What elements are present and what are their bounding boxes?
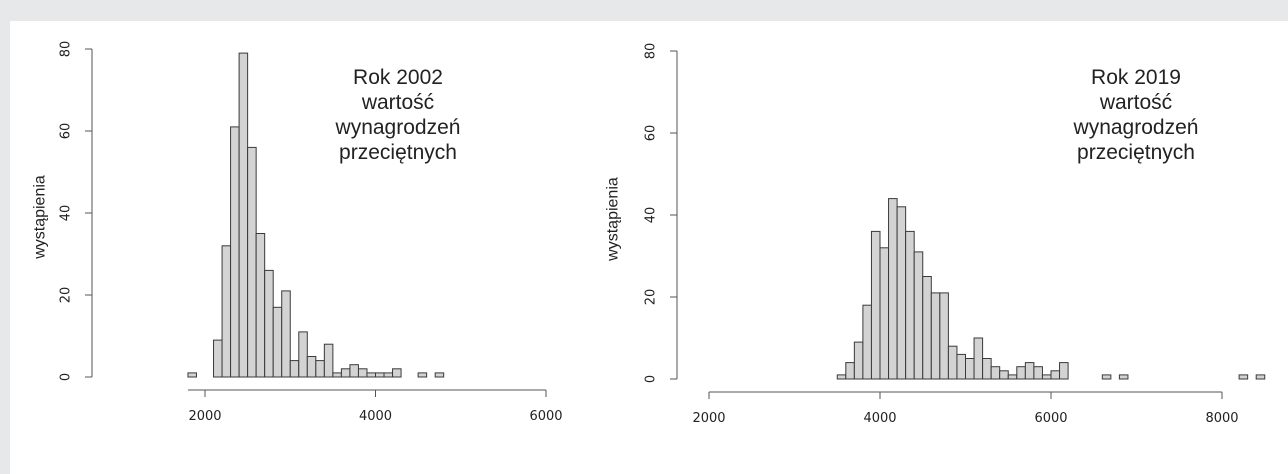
y-axis-label: wystąpienia — [32, 175, 49, 260]
chart-title-line: wynagrodzeń — [335, 116, 461, 139]
y-tick-label: 20 — [59, 287, 74, 304]
histogram-bar — [845, 362, 855, 380]
y-tick-label: 20 — [644, 289, 659, 306]
histogram-bar — [913, 251, 924, 380]
x-tick-label: 2000 — [188, 409, 221, 424]
histogram-bar — [870, 230, 881, 380]
histogram-bar — [1050, 370, 1061, 380]
histogram-bar — [332, 372, 342, 378]
histogram-bar — [298, 331, 308, 378]
histogram-bar — [187, 372, 197, 378]
histogram-bar — [230, 126, 240, 378]
histogram-bar — [982, 358, 992, 380]
histogram-bar — [896, 206, 907, 380]
histogram-bar — [264, 269, 274, 378]
histogram-bar — [990, 366, 1001, 380]
histogram-bar — [289, 360, 300, 378]
histogram-bar — [1041, 374, 1052, 380]
chart-title-line: Rok 2002 — [353, 66, 443, 89]
histogram-bar — [247, 146, 257, 378]
histogram-bar — [1016, 366, 1026, 380]
y-tick-label: 60 — [644, 125, 659, 142]
histogram-bar — [315, 360, 325, 378]
histogram-bar — [1024, 362, 1035, 380]
histogram-bar — [973, 337, 984, 380]
histogram-bar — [213, 339, 223, 378]
histogram-bar — [836, 374, 847, 380]
y-tick-label: 80 — [59, 41, 74, 58]
chart-title-line: Rok 2019 — [1091, 66, 1181, 89]
histogram-bar — [357, 368, 368, 378]
histogram-bar — [238, 52, 249, 378]
x-tick-label: 6000 — [529, 409, 562, 424]
histogram-bar — [306, 356, 317, 378]
chart-title-line: wartość — [361, 91, 434, 114]
histogram-bar — [366, 372, 377, 378]
histogram-bar — [853, 341, 864, 380]
histogram-bar — [323, 343, 334, 378]
histogram-bar — [281, 290, 291, 378]
chart-title-line: wartość — [1099, 91, 1172, 114]
histogram-2019: 2000 4000 6000 8000 0 20 40 60 80 wystąpienia Rok … — [605, 43, 1266, 426]
histogram-2002: 2000 4000 6000 0 20 40 60 80 wystąpienia Rok 2002… — [32, 41, 563, 424]
histogram-bar — [383, 372, 394, 378]
y-tick-label: 40 — [59, 205, 74, 222]
histogram-bar — [930, 292, 941, 380]
x-tick-label: 6000 — [1034, 411, 1067, 426]
histogram-bar — [340, 368, 351, 378]
y-tick-label: 0 — [59, 373, 74, 381]
histogram-bar — [922, 276, 932, 380]
histogram-bar — [434, 372, 445, 378]
y-tick-label: 0 — [644, 375, 659, 383]
histogram-bar — [905, 230, 915, 380]
histogram-bar — [1118, 374, 1129, 380]
histogram-bar — [862, 304, 872, 380]
y-axis-label: wystąpienia — [605, 177, 622, 262]
histogram-bar — [939, 292, 949, 380]
histogram-bar — [965, 358, 975, 380]
histogram-bar — [375, 372, 385, 378]
y-tick-label: 60 — [59, 123, 74, 140]
y-tick-label: 80 — [644, 43, 659, 60]
y-tick-label: 40 — [644, 207, 659, 224]
histogram-bar — [947, 345, 958, 380]
histogram-bar — [999, 370, 1009, 380]
chart-title-line: wynagrodzeń — [1073, 116, 1199, 139]
histogram-bar — [349, 364, 359, 378]
histogram-bar — [1033, 366, 1043, 380]
histogram-bar — [888, 198, 898, 380]
x-tick-label: 4000 — [863, 411, 896, 426]
histogram-bar — [392, 368, 402, 378]
histogram-bar — [1007, 374, 1018, 380]
x-tick-label: 2000 — [692, 411, 725, 426]
x-tick-label: 8000 — [1205, 411, 1238, 426]
x-tick-label: 4000 — [359, 409, 392, 424]
histogram-bar — [1238, 374, 1249, 380]
chart-title-line: przeciętnych — [339, 141, 457, 164]
histogram-bar — [272, 306, 283, 378]
histogram-bar — [255, 233, 266, 378]
histogram-bar — [1059, 362, 1069, 380]
histogram-bar — [956, 353, 967, 380]
histogram-bar — [417, 372, 428, 378]
chart-title-line: przeciętnych — [1077, 141, 1195, 164]
histogram-bar — [1255, 374, 1266, 380]
histogram-bar — [221, 245, 232, 378]
histogram-bar — [879, 247, 890, 380]
histogram-bar — [1101, 374, 1112, 380]
